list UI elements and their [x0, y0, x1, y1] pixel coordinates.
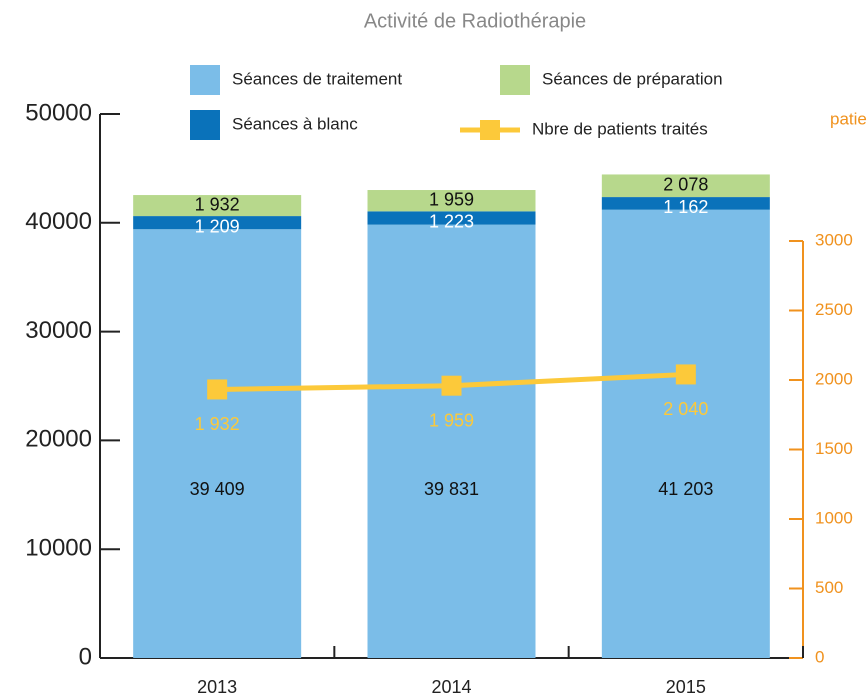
legend-label: Séances de préparation — [542, 69, 723, 88]
bar-segment — [133, 229, 302, 658]
line-marker — [207, 379, 228, 400]
bar-segment — [133, 195, 302, 217]
y2-tick-label: 3000 — [815, 230, 853, 249]
legend-swatch — [500, 65, 530, 95]
bar-segment — [601, 197, 770, 210]
data-label: 2 040 — [663, 399, 708, 419]
y-tick-label: 50000 — [25, 99, 92, 126]
bar-segment — [601, 174, 770, 198]
data-label: 41 203 — [658, 479, 713, 499]
bar-segment — [367, 211, 536, 225]
y-tick-label: 30000 — [25, 317, 92, 344]
data-label: 1 932 — [195, 194, 240, 214]
line-marker — [441, 375, 462, 396]
y2-tick-label: 2500 — [815, 300, 853, 319]
y2-tick-label: 2000 — [815, 369, 853, 388]
y2-tick-label: 1000 — [815, 508, 853, 527]
bar-segment — [601, 209, 770, 658]
y-tick-label: 20000 — [25, 426, 92, 453]
y-tick-label: 0 — [79, 643, 92, 670]
data-label: 1 209 — [195, 216, 240, 236]
x-tick-label: 2014 — [431, 677, 471, 697]
legend-marker — [480, 120, 500, 140]
chart-title: Activité de Radiothérapie — [364, 10, 586, 32]
legend-swatch — [190, 65, 220, 95]
bar-segment — [367, 190, 536, 212]
y-tick-label: 40000 — [25, 208, 92, 235]
data-label: 1 959 — [429, 189, 474, 209]
legend-swatch — [190, 110, 220, 140]
data-label: 39 831 — [424, 479, 479, 499]
data-label: 39 409 — [190, 479, 245, 499]
legend-label: Nbre de patients traités — [532, 119, 708, 138]
y2-tick-label: 1500 — [815, 439, 853, 458]
data-label: 1 932 — [195, 414, 240, 434]
data-label: 2 078 — [663, 175, 708, 195]
bar-segment — [133, 216, 302, 230]
line-marker — [675, 364, 696, 385]
x-tick-label: 2015 — [666, 677, 706, 697]
data-label: 1 162 — [663, 197, 708, 217]
y2-tick-label: 0 — [815, 647, 824, 666]
data-label: 1 959 — [429, 410, 474, 430]
data-label: 1 223 — [429, 212, 474, 232]
bar-segment — [367, 224, 536, 658]
y2-tick-label: 500 — [815, 578, 843, 597]
x-tick-label: 2013 — [197, 677, 237, 697]
legend-label: Séances de traitement — [232, 69, 402, 88]
y2-axis-label: patients — [830, 109, 868, 128]
y-tick-label: 10000 — [25, 535, 92, 562]
legend-label: Séances à blanc — [232, 114, 358, 133]
